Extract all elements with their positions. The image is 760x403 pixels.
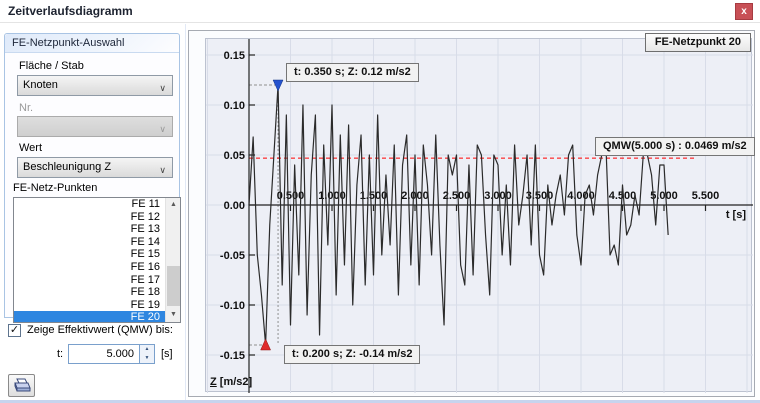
effektivwert-row: ✓ Zeige Effektivwert (QMW) bis:	[8, 323, 184, 339]
svg-text:4.000: 4.000	[567, 190, 595, 202]
t-label: t:	[57, 348, 64, 360]
flaeche-stab-value: Knoten	[23, 79, 58, 91]
svg-text:-0.05: -0.05	[220, 250, 245, 262]
chart-container: 0.15 0.10 0.05 0.00 -0.05 -0.10 -0.15 0.500 1.00…	[188, 30, 755, 397]
wert-dropdown[interactable]: Beschleunigung Z ∨	[17, 157, 173, 178]
chevron-down-icon: ∨	[159, 83, 166, 93]
fe-points-listbox[interactable]: FE 11 FE 12 FE 13 FE 14 FE 15 FE 16 FE 17 FE 18…	[13, 197, 181, 323]
qmw-annotation: QMW(5.000 s) : 0.0469 m/s2	[595, 137, 755, 156]
flaeche-stab-dropdown[interactable]: Knoten ∨	[17, 75, 173, 96]
scroll-down-icon[interactable]: ▼	[170, 311, 177, 318]
svg-text:5.500: 5.500	[692, 190, 720, 202]
svg-text:0.10: 0.10	[224, 100, 245, 112]
close-button[interactable]: x	[735, 3, 753, 20]
svg-text:2.000: 2.000	[401, 190, 429, 202]
svg-text:0.05: 0.05	[224, 150, 245, 162]
list-item[interactable]: FE 18	[130, 286, 160, 299]
scrollbar-thumb[interactable]	[167, 266, 180, 306]
plot-area[interactable]: 0.15 0.10 0.05 0.00 -0.05 -0.10 -0.15 0.500 1.00…	[205, 38, 753, 393]
fe-point-badge: FE-Netzpunkt 20	[644, 33, 751, 52]
list-item[interactable]: FE 19	[130, 298, 160, 311]
t-unit-label: [s]	[161, 348, 173, 360]
time-history-plot[interactable]: 0.150.100.050.00-0.05-0.10-0.150.500 1.00…	[206, 39, 753, 393]
fe-points-label: FE-Netz-Punkten	[13, 182, 98, 194]
dialog-title: Zeitverlaufsdiagramm	[8, 4, 133, 18]
title-bar: Zeitverlaufsdiagramm x	[0, 0, 760, 23]
list-item[interactable]: FE 17	[130, 273, 160, 286]
flaeche-stab-label: Fläche / Stab	[19, 60, 84, 72]
close-icon: x	[741, 6, 747, 17]
scroll-up-icon[interactable]: ▲	[170, 201, 177, 208]
chevron-down-icon: ∨	[159, 124, 166, 134]
wert-value: Beschleunigung Z	[23, 161, 112, 173]
list-item[interactable]: FE 12	[130, 210, 160, 223]
list-item[interactable]: FE 11	[131, 198, 160, 210]
wert-label: Wert	[19, 142, 43, 154]
print-button[interactable]	[8, 374, 35, 397]
nr-label: Nr.	[19, 102, 34, 114]
svg-text:0.00: 0.00	[224, 200, 245, 212]
y-axis-label: Z [m/s2]	[210, 376, 253, 388]
svg-text:0.500: 0.500	[277, 190, 305, 202]
list-item[interactable]: FE 13	[130, 223, 160, 236]
list-item[interactable]: FE 16	[130, 260, 160, 273]
min-value-annotation: t: 0.200 s; Z: -0.14 m/s2	[284, 345, 421, 364]
show-qmw-label: Zeige Effektivwert (QMW) bis:	[27, 324, 173, 336]
svg-text:0.15: 0.15	[224, 50, 245, 62]
sidebar: FE-Netzpunkt-Auswahl Fläche / Stab Knote…	[0, 24, 186, 400]
nr-dropdown: ∨	[17, 116, 173, 137]
group-title: FE-Netzpunkt-Auswahl	[5, 34, 179, 53]
svg-text:-0.10: -0.10	[220, 300, 245, 312]
spin-down-icon[interactable]: ▼	[144, 355, 150, 361]
checkmark-icon: ✓	[9, 324, 20, 336]
list-item[interactable]: FE 15	[130, 248, 160, 261]
svg-text:2.500: 2.500	[443, 190, 471, 202]
svg-text:1.500: 1.500	[360, 190, 388, 202]
svg-text:-0.15: -0.15	[220, 350, 245, 362]
list-item[interactable]: FE 14	[130, 235, 160, 248]
list-item[interactable]: FE 20	[14, 311, 180, 322]
fe-points-items: FE 11 FE 12 FE 13 FE 14 FE 15 FE 16 FE 17 FE 18…	[14, 198, 180, 322]
t-value-input[interactable]: 5.000	[68, 344, 140, 364]
fe-netzpunkt-auswahl-group: FE-Netzpunkt-Auswahl Fläche / Stab Knote…	[4, 33, 181, 323]
listbox-scrollbar[interactable]: ▲ ▼	[165, 198, 180, 322]
x-axis-label: t [s]	[725, 209, 746, 221]
show-qmw-checkbox[interactable]: ✓	[8, 324, 21, 337]
svg-text:5.000: 5.000	[650, 190, 678, 202]
time-limit-row: t: 5.000 ▲ ▼ [s]	[0, 344, 186, 366]
t-value-stepper: ▲ ▼	[140, 344, 155, 364]
printer-icon	[14, 378, 31, 391]
max-value-annotation: t: 0.350 s; Z: 0.12 m/s2	[286, 63, 419, 82]
chevron-down-icon: ∨	[159, 165, 166, 175]
spin-up-icon[interactable]: ▲	[144, 346, 150, 352]
